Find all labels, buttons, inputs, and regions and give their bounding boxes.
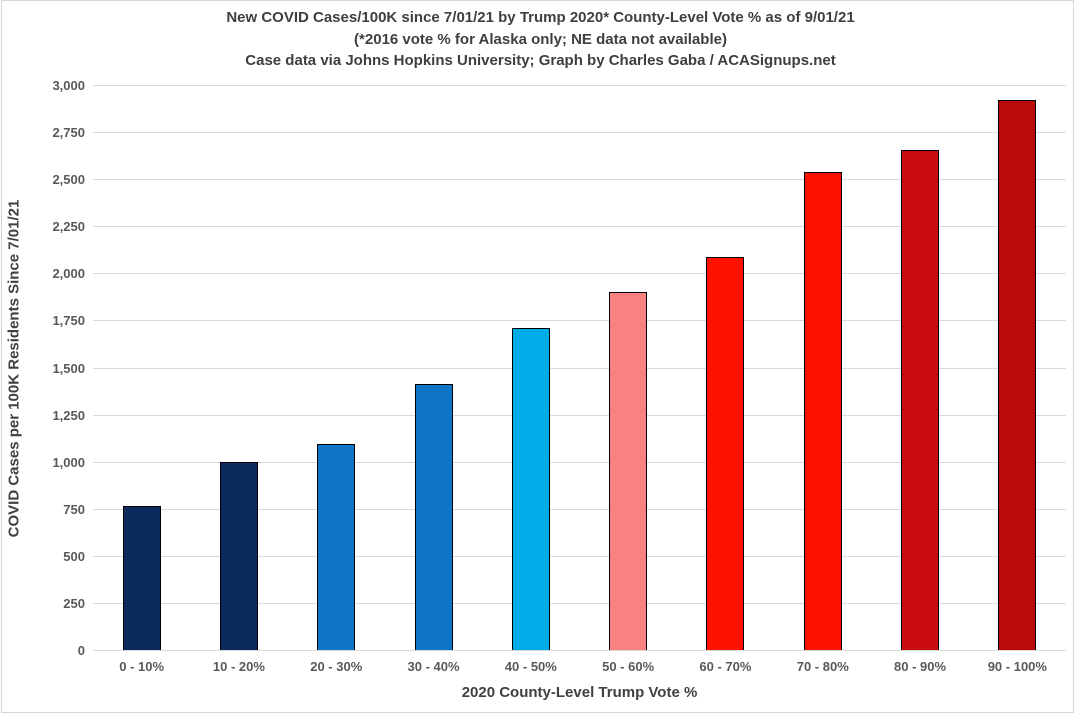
gridline [93,602,1066,604]
y-tick-label: 1,000 [52,454,85,470]
gridline [93,273,1066,275]
x-tick-label: 30 - 40% [407,659,460,674]
y-tick-label: 2,750 [52,125,85,141]
bar-0-10% [122,505,161,650]
bar-30-40% [414,384,453,650]
x-tick-label: 60 - 70% [699,659,752,674]
bar-50-60% [609,292,648,650]
chart-title-line-2: (*2016 vote % for Alaska only; NE data n… [354,30,727,48]
y-tick-label: 1,250 [52,407,85,423]
bar-20-30% [317,443,356,650]
x-axis-title: 2020 County-Level Trump Vote % [461,684,698,701]
gridline [93,132,1066,134]
x-tick-label: 20 - 30% [310,659,363,674]
y-tick-label: 250 [63,595,85,611]
y-tick-label: 2,250 [52,219,85,235]
x-tick-label: 0 - 10% [119,659,165,674]
gridline [93,320,1066,322]
chart-title-line-1: New COVID Cases/100K since 7/01/21 by Tr… [226,9,855,26]
y-tick-label: 3,000 [52,78,85,93]
gridline [93,85,1066,86]
bar-90-100% [998,100,1037,650]
bar-40-50% [511,327,550,650]
gridline [93,461,1066,463]
x-tick-label: 10 - 20% [212,659,265,674]
gridline [93,414,1066,416]
y-tick-label: 750 [63,501,85,517]
y-tick-label: 2,500 [52,172,85,188]
y-tick-label: 500 [63,548,85,564]
gridline [93,650,1066,651]
gridline [93,226,1066,228]
x-tick-label: 50 - 60% [602,659,655,674]
x-tick-label: 80 - 90% [894,659,947,674]
y-tick-label: 1,500 [52,360,85,376]
y-tick-label: 0 [77,643,85,658]
x-tick-label: 70 - 80% [796,659,849,674]
y-tick-label: 2,000 [52,266,85,282]
gridline [93,508,1066,510]
x-tick-label: 40 - 50% [504,659,557,674]
x-tick-label: 90 - 100% [987,659,1047,674]
bar-60-70% [706,257,745,650]
bar-10-20% [219,461,258,650]
y-axis-title: COVID Cases per 100K Residents Since 7/0… [5,199,23,538]
gridline [93,367,1066,369]
gridline [93,555,1066,557]
plot-area [93,85,1066,651]
chart-title: New COVID Cases/100K since 7/01/21 by Tr… [0,7,1081,72]
y-tick-label: 1,750 [52,313,85,329]
chart-title-line-3: Case data via Johns Hopkins University; … [245,52,836,69]
gridline [93,179,1066,181]
bar-70-80% [803,171,842,650]
bar-80-90% [901,149,940,650]
